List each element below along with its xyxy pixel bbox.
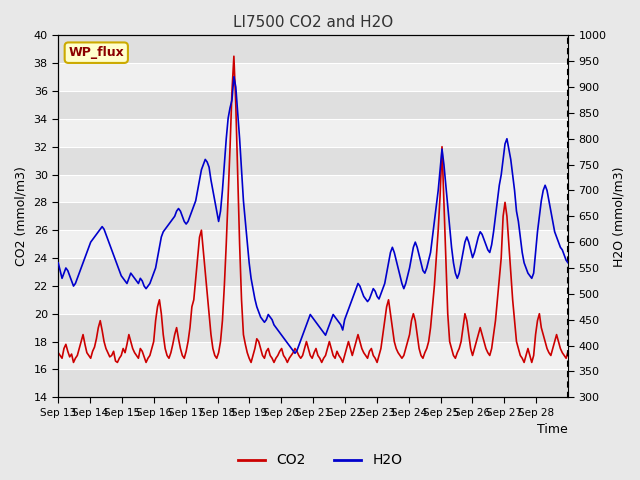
H2O xyxy=(175,205,182,211)
CO2 xyxy=(99,327,106,333)
Line: H2O: H2O xyxy=(58,77,568,353)
H2O xyxy=(328,317,335,323)
Y-axis label: CO2 (mmol/m3): CO2 (mmol/m3) xyxy=(15,167,28,266)
CO2 xyxy=(54,350,62,356)
Bar xyxy=(58,258,568,286)
CO2 xyxy=(177,346,184,351)
H2O xyxy=(226,105,234,110)
H2O xyxy=(564,260,572,266)
Bar xyxy=(58,203,568,230)
Bar xyxy=(58,91,568,119)
Bar xyxy=(58,314,568,342)
H2O xyxy=(369,286,377,291)
CO2 xyxy=(228,88,236,94)
CO2 xyxy=(564,348,572,354)
Bar xyxy=(58,370,568,397)
H2O xyxy=(470,250,478,255)
H2O xyxy=(230,74,237,80)
H2O xyxy=(54,260,62,266)
H2O xyxy=(291,350,299,356)
X-axis label: Time: Time xyxy=(537,423,568,436)
Title: LI7500 CO2 and H2O: LI7500 CO2 and H2O xyxy=(233,15,393,30)
CO2 xyxy=(230,53,237,59)
CO2 xyxy=(70,360,77,365)
CO2 xyxy=(328,346,335,351)
Y-axis label: H2O (mmol/m3): H2O (mmol/m3) xyxy=(612,166,625,266)
Legend: CO2, H2O: CO2, H2O xyxy=(232,448,408,473)
H2O xyxy=(97,227,104,232)
Text: WP_flux: WP_flux xyxy=(68,46,124,59)
Line: CO2: CO2 xyxy=(58,56,568,362)
Bar xyxy=(58,147,568,175)
CO2 xyxy=(369,353,377,359)
CO2 xyxy=(470,346,478,351)
Bar xyxy=(58,36,568,63)
